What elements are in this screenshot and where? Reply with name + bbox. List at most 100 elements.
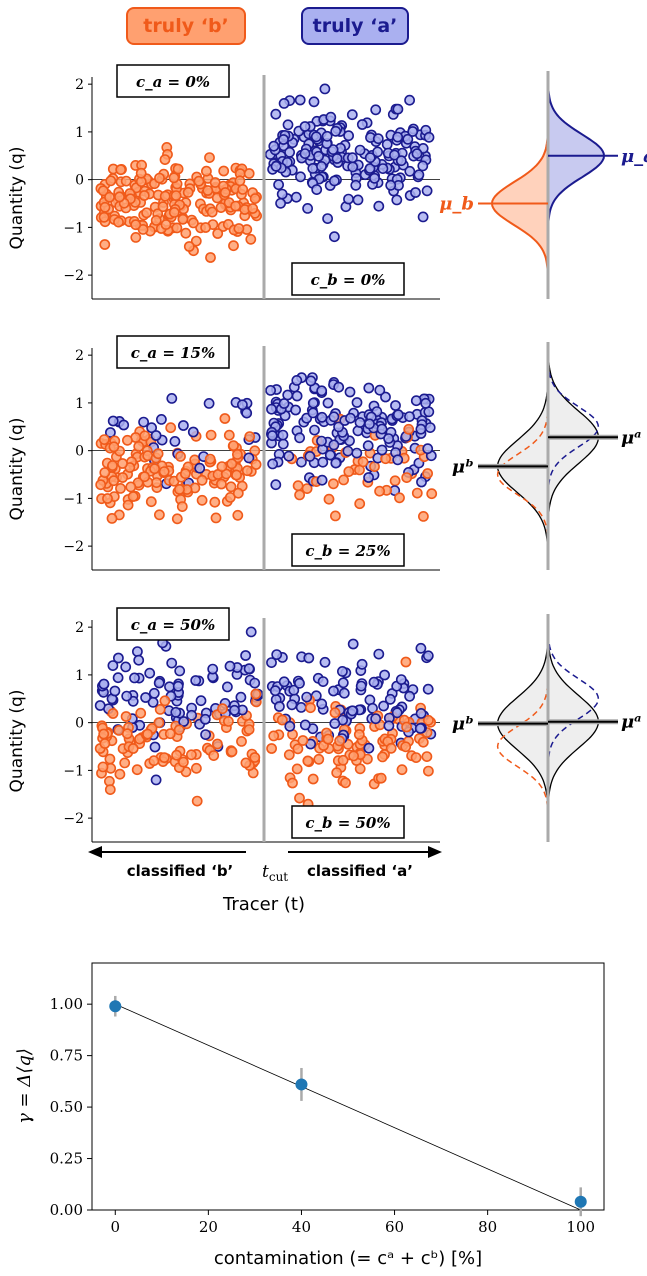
point-truly-b: [99, 738, 111, 749]
point-truly-a: [187, 426, 199, 438]
point-truly-b: [236, 736, 247, 747]
point-truly-b: [108, 441, 120, 453]
point-truly-a: [364, 418, 375, 430]
point-truly-a: [363, 382, 375, 394]
point-truly-a: [278, 676, 290, 688]
point-truly-a: [354, 417, 366, 428]
point-truly-b: [385, 742, 397, 754]
point-truly-a: [299, 719, 311, 731]
point-truly-a: [330, 125, 342, 137]
gamma-y-tick-label: 1.00: [50, 995, 83, 1013]
point-truly-b: [177, 756, 189, 768]
point-truly-b: [98, 434, 110, 445]
point-truly-a: [266, 430, 278, 442]
point-truly-a: [328, 439, 340, 451]
point-truly-b: [187, 217, 199, 229]
point-truly-b: [307, 773, 319, 785]
point-truly-a: [283, 450, 295, 462]
point-truly-b: [104, 784, 116, 795]
y-tick-label: 0: [75, 716, 84, 732]
point-truly-b: [106, 513, 118, 524]
point-truly-b: [411, 487, 423, 499]
point-truly-b: [170, 190, 182, 201]
y-tick-label: 2: [75, 348, 84, 364]
point-truly-b: [276, 714, 288, 726]
point-truly-a: [327, 144, 339, 155]
point-truly-b: [208, 750, 220, 761]
point-truly-b: [135, 707, 147, 719]
y-axis-label: Quantity (q): [7, 690, 27, 793]
point-truly-a: [178, 716, 190, 727]
point-truly-a: [330, 457, 342, 469]
point-truly-a: [273, 179, 284, 191]
point-truly-a: [404, 690, 415, 702]
point-truly-a: [221, 681, 233, 693]
point-truly-b: [97, 761, 109, 773]
right-distribution-fill: [548, 350, 599, 566]
classified-a-label: classified ‘a’: [307, 862, 413, 880]
point-truly-a: [370, 104, 382, 116]
point-truly-a: [373, 648, 385, 660]
point-truly-a: [109, 685, 121, 697]
gamma-fit-line: [115, 1003, 581, 1211]
point-truly-b: [228, 440, 239, 451]
point-truly-b: [115, 482, 126, 494]
point-truly-a: [392, 131, 404, 143]
point-truly-a: [352, 194, 364, 206]
point-truly-a: [278, 98, 290, 109]
point-truly-b: [250, 688, 262, 700]
point-truly-a: [266, 403, 277, 415]
gamma-y-tick-label: 0.00: [50, 1201, 83, 1219]
point-truly-a: [275, 197, 286, 209]
point-truly-a: [166, 392, 178, 404]
point-truly-a: [377, 163, 389, 174]
point-truly-a: [207, 663, 219, 675]
point-truly-a: [144, 667, 156, 679]
point-truly-b: [200, 165, 212, 177]
point-truly-b: [422, 714, 434, 726]
gamma-x-tick-label: 20: [199, 1218, 218, 1236]
point-truly-a: [295, 456, 307, 468]
point-truly-a: [364, 163, 376, 174]
point-truly-a: [417, 211, 429, 223]
point-truly-b: [206, 206, 218, 218]
point-truly-a: [407, 126, 419, 137]
point-truly-b: [327, 478, 339, 490]
point-truly-b: [249, 193, 261, 204]
point-truly-a: [392, 103, 404, 115]
point-truly-a: [133, 654, 145, 666]
point-truly-a: [390, 400, 401, 411]
point-truly-b: [294, 489, 305, 501]
point-truly-b: [334, 735, 345, 747]
ca-label: c_a = 50%: [131, 616, 216, 634]
ca-label-box: c_a = 0%: [116, 64, 230, 98]
point-truly-a: [302, 202, 313, 214]
point-truly-a: [376, 444, 388, 456]
y-tick-label: 0: [75, 444, 84, 460]
point-truly-b: [245, 233, 257, 245]
point-truly-b: [168, 206, 180, 218]
point-truly-a: [374, 384, 386, 396]
point-truly-b: [232, 509, 244, 521]
point-truly-b: [164, 728, 176, 740]
point-truly-b: [104, 753, 116, 765]
point-truly-b: [165, 422, 177, 434]
point-truly-b: [389, 475, 401, 487]
point-truly-b: [114, 768, 126, 780]
point-truly-b: [180, 227, 192, 239]
y-tick-label: 0: [75, 173, 84, 189]
point-truly-a: [316, 474, 328, 486]
point-truly-b: [125, 481, 137, 493]
point-truly-a: [316, 435, 327, 447]
mu-left-label: μᵇ: [452, 456, 474, 477]
point-truly-a: [385, 179, 397, 191]
point-truly-a: [322, 397, 334, 409]
point-truly-a: [317, 456, 329, 468]
point-truly-a: [284, 720, 296, 732]
point-truly-a: [422, 443, 434, 455]
point-truly-a: [294, 432, 305, 444]
gamma-y-tick-label: 0.25: [50, 1150, 83, 1168]
point-truly-b: [171, 749, 182, 761]
point-truly-a: [120, 661, 132, 673]
